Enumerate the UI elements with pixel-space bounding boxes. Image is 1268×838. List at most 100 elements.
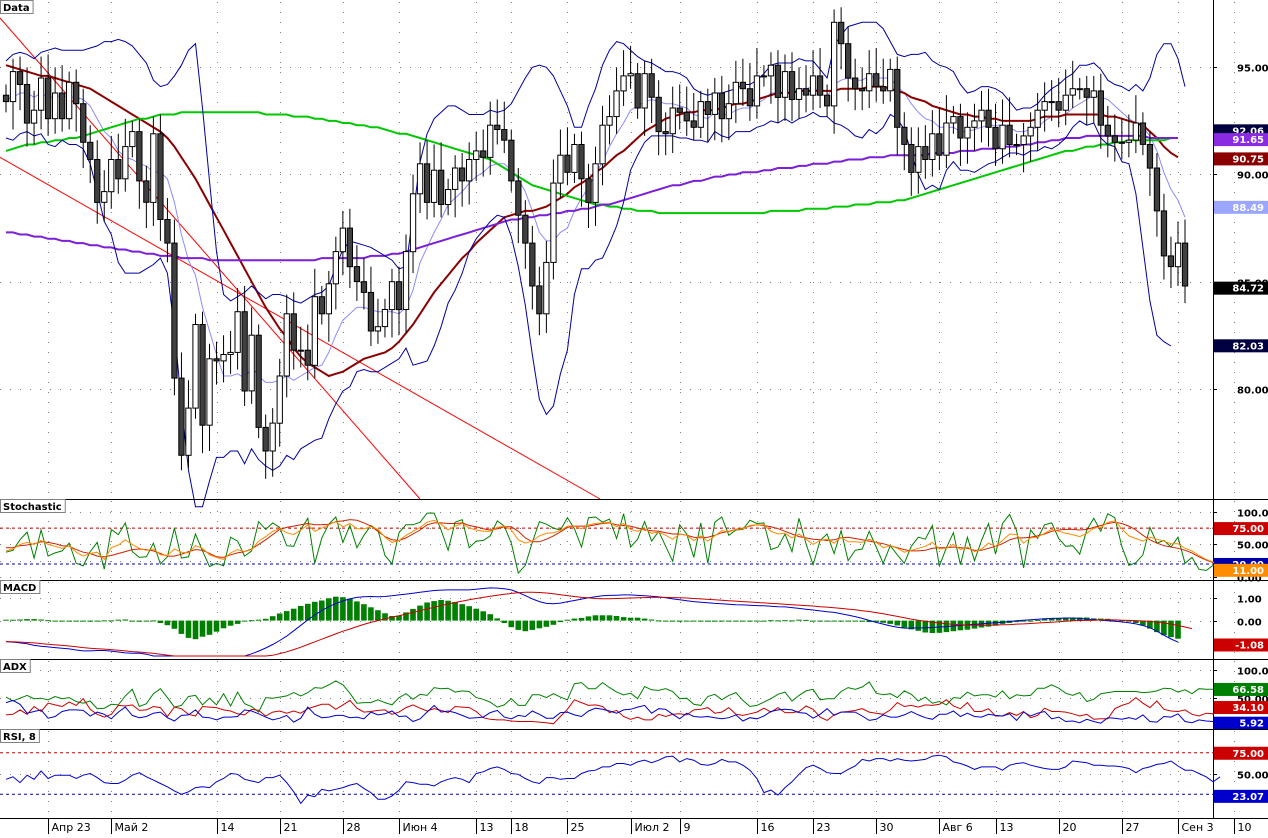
value-tag-label: 91.65 (1232, 135, 1264, 146)
candle-body (1139, 122, 1147, 145)
macd-histogram-bar (761, 620, 767, 622)
macd-histogram-bar (550, 620, 557, 625)
candle-body (718, 92, 726, 120)
macd-histogram-bar (894, 620, 901, 626)
macd-histogram-bar (368, 607, 374, 621)
value-tag: 11.00 (1214, 563, 1268, 577)
candle-body (1076, 88, 1083, 91)
macd-histogram-bar (10, 619, 16, 621)
candle-body (901, 126, 908, 145)
candle-body (908, 144, 915, 173)
macd-histogram-bar (59, 620, 65, 622)
macd-histogram-bar (297, 606, 304, 621)
candle-body (73, 81, 80, 105)
y-tick-label: 0.00 (1237, 574, 1262, 585)
candle-body (620, 75, 627, 92)
candle-body (1097, 90, 1104, 126)
macd-histogram-bar (213, 620, 220, 632)
candle-body (66, 81, 73, 120)
x-tick-label: 9 (684, 821, 691, 834)
series-adx (5, 699, 1221, 724)
candle-body (599, 124, 606, 165)
macd-histogram-bar (648, 619, 655, 621)
macd-histogram-bar (683, 620, 690, 622)
candle-body (325, 283, 333, 315)
pane-title-box (0, 729, 40, 743)
candle-body (985, 109, 992, 128)
candle-body (802, 88, 810, 96)
value-tag: 84.72 (1214, 281, 1268, 295)
value-tag-label: 34.10 (1232, 703, 1264, 714)
candle-body (1146, 144, 1154, 169)
candle-body (809, 75, 817, 96)
candle-body (297, 349, 304, 352)
macd-histogram-bar (185, 620, 192, 638)
candle-body (929, 133, 936, 161)
macd-histogram-bar (571, 618, 578, 621)
x-tick-label: Июн 4 (403, 821, 438, 834)
value-tag-box (1214, 701, 1268, 715)
y-tick-label: 95.00 (1237, 64, 1268, 75)
macd-histogram-bar (305, 603, 311, 621)
macd-histogram-bar (733, 620, 739, 622)
macd-histogram-bar (459, 604, 465, 621)
candle-body (94, 159, 101, 203)
pane-title-group: ADX (0, 659, 31, 673)
x-tick-label: Июл 2 (635, 821, 670, 834)
y-tick-label: 50.00 (1237, 695, 1268, 706)
candle-body (1034, 109, 1041, 128)
candle-body (255, 334, 262, 428)
candle-body (192, 324, 199, 409)
candle-body (80, 103, 87, 143)
macd-histogram-bar (810, 620, 816, 622)
macd-histogram-bar (290, 608, 297, 621)
macd-histogram-bar (564, 619, 571, 621)
candle-body (915, 146, 922, 173)
value-tag-label: 84.72 (1232, 284, 1264, 295)
x-tick-label: 23 (817, 821, 831, 834)
value-tag-box (1214, 638, 1268, 652)
macd-histogram-bar (880, 620, 886, 623)
macd-histogram-bar (45, 620, 51, 622)
x-tick-label: 30 (880, 821, 894, 834)
candle-body (838, 21, 845, 45)
macd-histogram-bar (24, 619, 30, 621)
candle-body (627, 73, 634, 77)
pane-title: Data (3, 3, 30, 14)
macd-histogram-bar (73, 620, 79, 622)
macd-histogram-bar (852, 620, 858, 622)
candle-body (30, 109, 38, 124)
candle-body (732, 81, 740, 105)
macd-histogram-bar (705, 620, 711, 622)
value-tag-label: 82.03 (1232, 341, 1264, 352)
y-tick-label: 100.00 (1237, 509, 1268, 520)
macd-histogram-bar (1154, 620, 1160, 633)
pane-title: Stochastic (3, 502, 62, 513)
macd-histogram-bar (347, 598, 353, 621)
macd-histogram-bar (775, 620, 781, 622)
candle-body (164, 219, 171, 244)
series-k-slow (6, 519, 1221, 566)
value-tag-label: 5.92 (1239, 719, 1264, 730)
candle-body (508, 139, 515, 182)
macd-histogram-bar (1041, 618, 1048, 621)
candle-body (606, 116, 613, 126)
macd-histogram-bar (410, 608, 416, 621)
candle-body (416, 163, 424, 195)
macd-histogram-bar (508, 620, 515, 628)
candle-body (760, 75, 768, 78)
pane-title: ADX (3, 662, 27, 673)
candle-body (648, 73, 655, 98)
candle-body (992, 126, 999, 150)
candle-body (564, 154, 571, 173)
candle-body (360, 281, 368, 293)
candle-body (438, 169, 445, 205)
candle-body (445, 189, 452, 205)
macd-histogram-bar (1076, 617, 1083, 621)
x-tick-label: Апр 23 (52, 821, 91, 834)
candle-body (108, 159, 115, 193)
value-tag-box (1214, 200, 1268, 214)
y-tick-label: 50.00 (1237, 771, 1268, 782)
candle-body (859, 88, 866, 92)
